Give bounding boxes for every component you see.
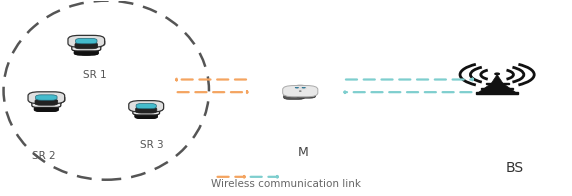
FancyBboxPatch shape: [49, 96, 65, 102]
FancyBboxPatch shape: [74, 50, 94, 55]
FancyBboxPatch shape: [133, 105, 148, 113]
Polygon shape: [476, 92, 518, 94]
FancyBboxPatch shape: [74, 47, 93, 55]
FancyBboxPatch shape: [139, 114, 158, 119]
FancyBboxPatch shape: [76, 38, 97, 44]
Text: SR 3: SR 3: [140, 140, 164, 150]
FancyBboxPatch shape: [34, 107, 54, 112]
FancyBboxPatch shape: [32, 97, 47, 104]
FancyBboxPatch shape: [28, 92, 65, 104]
FancyBboxPatch shape: [283, 85, 318, 97]
FancyBboxPatch shape: [72, 40, 88, 48]
Polygon shape: [486, 83, 509, 84]
Ellipse shape: [297, 87, 307, 90]
FancyBboxPatch shape: [39, 103, 58, 111]
Text: SR 2: SR 2: [31, 151, 55, 161]
FancyBboxPatch shape: [129, 101, 164, 112]
FancyBboxPatch shape: [46, 97, 61, 104]
Polygon shape: [479, 75, 516, 92]
FancyBboxPatch shape: [35, 95, 57, 100]
Text: M: M: [298, 146, 308, 159]
FancyBboxPatch shape: [75, 43, 98, 49]
FancyBboxPatch shape: [35, 103, 53, 111]
FancyBboxPatch shape: [285, 91, 304, 98]
FancyBboxPatch shape: [136, 107, 157, 113]
Ellipse shape: [295, 87, 299, 88]
FancyBboxPatch shape: [135, 114, 153, 119]
FancyBboxPatch shape: [79, 50, 98, 55]
Ellipse shape: [495, 73, 499, 75]
FancyBboxPatch shape: [39, 107, 59, 112]
Polygon shape: [481, 88, 513, 89]
FancyBboxPatch shape: [148, 104, 163, 111]
FancyBboxPatch shape: [80, 47, 98, 55]
Ellipse shape: [292, 85, 309, 91]
Ellipse shape: [299, 91, 301, 92]
FancyBboxPatch shape: [136, 103, 156, 109]
FancyBboxPatch shape: [133, 106, 160, 115]
Ellipse shape: [302, 87, 305, 88]
Text: Wireless communication link: Wireless communication link: [211, 179, 361, 189]
Text: SR 1: SR 1: [83, 70, 106, 80]
FancyBboxPatch shape: [284, 94, 305, 99]
FancyBboxPatch shape: [72, 42, 101, 51]
FancyBboxPatch shape: [86, 40, 101, 48]
FancyBboxPatch shape: [296, 91, 315, 97]
FancyBboxPatch shape: [140, 111, 157, 118]
FancyBboxPatch shape: [68, 35, 105, 47]
FancyBboxPatch shape: [297, 93, 316, 98]
Text: BS: BS: [505, 161, 523, 175]
FancyBboxPatch shape: [145, 105, 160, 113]
FancyBboxPatch shape: [89, 39, 105, 46]
FancyBboxPatch shape: [35, 99, 58, 105]
FancyBboxPatch shape: [32, 98, 61, 107]
FancyBboxPatch shape: [136, 111, 153, 118]
